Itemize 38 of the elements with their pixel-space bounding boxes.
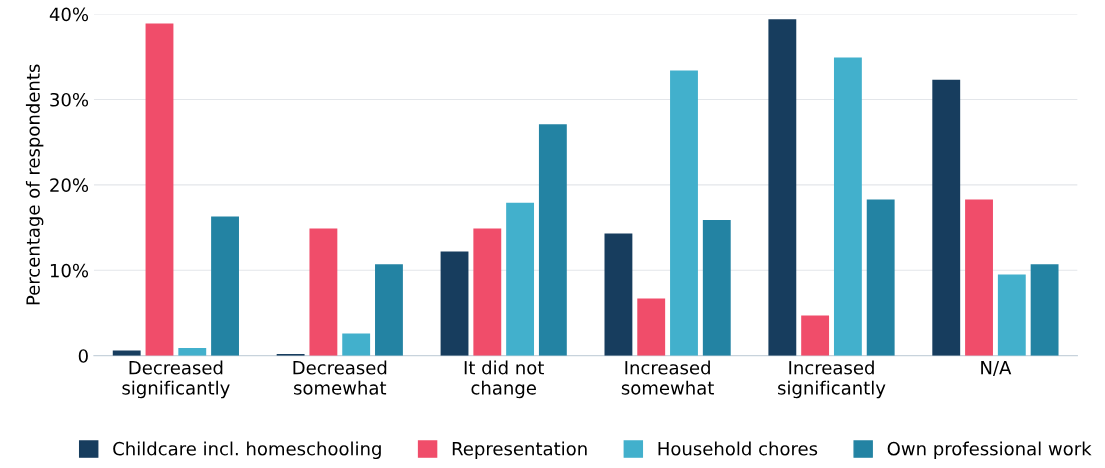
legend-label: Representation [452,441,587,459]
bar [702,219,731,356]
bar [178,347,207,356]
x-tick-label: It did not change [464,360,544,399]
y-tick-label: 20% [50,178,89,192]
legend-label: Childcare incl. homeschooling [113,441,381,459]
bar [440,251,469,356]
y-tick-label: 10% [50,263,89,278]
bar [375,264,403,356]
bar [342,333,371,356]
y-tick-label: 40% [49,7,89,22]
bar [211,216,239,356]
bar [473,228,502,356]
x-tick-label: N/A [981,361,1012,376]
bar [965,199,993,356]
legend-label: Own professional work [887,441,1092,459]
bar [866,199,895,356]
bar [997,274,1026,356]
bar [768,19,797,356]
y-tick-label: 0 [78,349,88,363]
bar [538,124,567,356]
y-axis-title: Percentage of respondents [25,64,44,305]
bar [309,228,338,356]
bar [670,70,698,356]
bar [145,23,174,356]
bar [833,57,862,356]
bar [506,202,535,356]
bar [604,233,633,356]
x-tick-label: Decreased significantly [122,360,230,399]
bar [1030,264,1059,356]
x-tick-label: Increased somewhat [621,360,714,395]
bar [637,298,666,356]
bar [932,79,961,356]
x-tick-label: Increased significantly [778,360,886,399]
x-tick-label: Decreased somewhat [293,360,387,395]
bar [801,315,830,356]
y-tick-label: 30% [50,92,89,107]
legend-label: Household chores [658,441,818,456]
